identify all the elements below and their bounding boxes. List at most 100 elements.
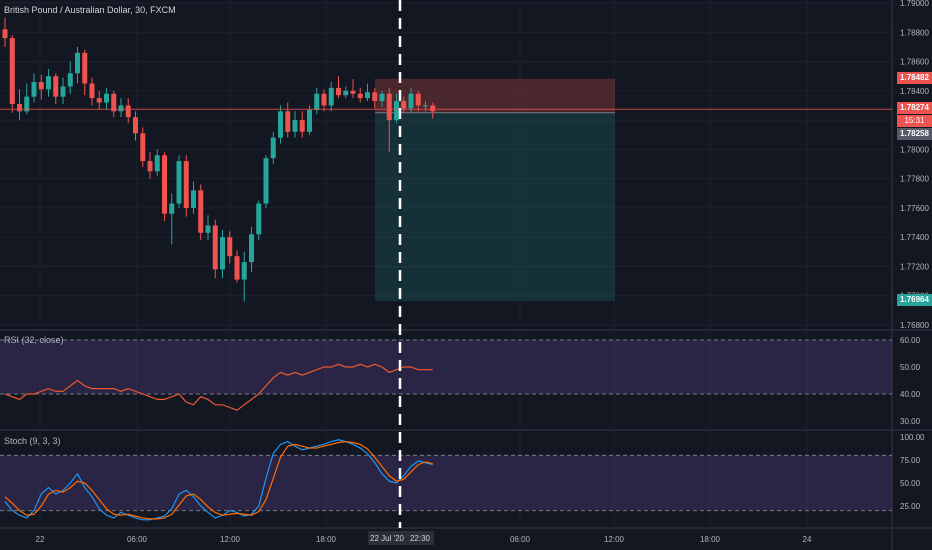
candle-body xyxy=(205,225,211,233)
rsi-line xyxy=(4,363,433,411)
candle-body xyxy=(270,137,276,159)
position-stop-zone xyxy=(375,78,615,113)
candle-body xyxy=(234,256,240,280)
candle-body xyxy=(24,96,30,112)
countdown-label: 15:31 xyxy=(897,115,932,127)
cursor-time-label-2: 22:30 xyxy=(410,534,431,543)
candle-body xyxy=(53,76,59,97)
candle-body xyxy=(198,190,204,233)
axes: 1.790001.788001.786001.784001.782001.780… xyxy=(36,0,929,545)
stoch-tick: 25.00 xyxy=(900,502,921,511)
candle-body xyxy=(263,158,269,204)
indicator-lines xyxy=(0,0,892,528)
stoch-k-line xyxy=(4,439,433,521)
candle-body xyxy=(328,87,334,106)
price-tick: 1.77200 xyxy=(900,262,929,271)
candle-body xyxy=(2,29,8,39)
candle-body xyxy=(430,105,436,112)
candle-body xyxy=(415,93,421,106)
candle-body xyxy=(191,190,196,208)
stoch-tick: 75.00 xyxy=(900,456,921,465)
candle-body xyxy=(307,109,312,132)
price-tick: 1.78800 xyxy=(900,28,929,37)
candle-body xyxy=(423,105,428,107)
candle-body xyxy=(31,82,37,97)
candle-body xyxy=(104,93,109,103)
price-tick: 1.76800 xyxy=(900,321,929,330)
time-tick: 12:00 xyxy=(604,535,625,544)
candle-body xyxy=(321,93,327,106)
candle-body xyxy=(133,117,138,134)
candle-body xyxy=(212,225,218,270)
time-tick: 18:00 xyxy=(316,535,337,544)
candle-body xyxy=(249,234,254,263)
indicator-bands xyxy=(0,339,892,512)
candle-body xyxy=(394,101,399,121)
stoch-d-line xyxy=(4,440,433,520)
candle-body xyxy=(401,101,407,109)
candle-body xyxy=(256,203,262,235)
candle-body xyxy=(336,87,341,96)
time-tick: 06:00 xyxy=(510,535,531,544)
cursor-price-label: 1.78258 xyxy=(897,128,932,140)
price-tick: 1.77400 xyxy=(900,233,929,242)
last-price-label: 1.78274 xyxy=(897,102,932,114)
candle-body xyxy=(176,161,182,204)
price-tick: 1.78000 xyxy=(900,145,929,154)
candle-body xyxy=(241,262,247,280)
candle-body xyxy=(17,103,22,112)
candle-body xyxy=(111,93,117,112)
price-tick: 1.78600 xyxy=(900,58,929,67)
candle-body xyxy=(147,161,153,172)
candle-body xyxy=(38,82,44,90)
price-tick: 1.77800 xyxy=(900,175,929,184)
rsi-tick: 30.00 xyxy=(900,417,921,426)
rsi-tick: 40.00 xyxy=(900,390,921,399)
time-tick: 12:00 xyxy=(220,535,241,544)
candle-body xyxy=(220,237,225,270)
candle-body xyxy=(343,90,349,96)
time-tick: 18:00 xyxy=(700,535,721,544)
position-tool[interactable] xyxy=(375,78,615,301)
candle-body xyxy=(89,83,95,99)
candle-body xyxy=(169,203,175,214)
symbol-title[interactable]: British Pound / Australian Dollar, 30, F… xyxy=(4,5,176,15)
rsi-tick: 50.00 xyxy=(900,363,921,372)
stop-price-label: 1.76964 xyxy=(897,294,932,306)
candle-body xyxy=(350,90,356,94)
candle-body xyxy=(75,52,80,74)
time-tick: 24 xyxy=(803,535,812,544)
candle-body xyxy=(357,93,363,99)
candle-body xyxy=(82,52,88,84)
position-target-zone xyxy=(375,112,615,301)
price-tick: 1.78400 xyxy=(900,87,929,96)
stoch-tick: 50.00 xyxy=(900,479,921,488)
candle-body xyxy=(140,133,146,162)
candle-body xyxy=(125,105,131,118)
candle-body xyxy=(162,155,167,214)
candle-body xyxy=(299,120,305,132)
candle-body xyxy=(46,76,51,90)
target-price-label: 1.78482 xyxy=(897,72,932,84)
candle-body xyxy=(386,93,392,121)
candle-body xyxy=(292,120,298,132)
candle-body xyxy=(227,237,233,257)
price-tick: 1.79000 xyxy=(900,0,929,8)
candles xyxy=(2,17,436,302)
stoch-label[interactable]: Stoch (9, 3, 3) xyxy=(4,436,61,446)
cursor-time-box xyxy=(368,531,434,545)
candle-body xyxy=(96,98,102,103)
rsi-tick: 60.00 xyxy=(900,336,921,345)
cursor-time-label: 22 Jul '20 xyxy=(370,534,405,543)
time-tick: 06:00 xyxy=(127,535,148,544)
candle-body xyxy=(67,73,73,87)
candle-body xyxy=(285,111,291,132)
time-tick: 22 xyxy=(36,535,45,544)
candle-body xyxy=(314,93,320,110)
rsi-label[interactable]: RSI (32, close) xyxy=(4,335,64,345)
candle-body xyxy=(365,92,370,99)
candle-body xyxy=(118,105,124,112)
candle-body xyxy=(9,38,15,104)
